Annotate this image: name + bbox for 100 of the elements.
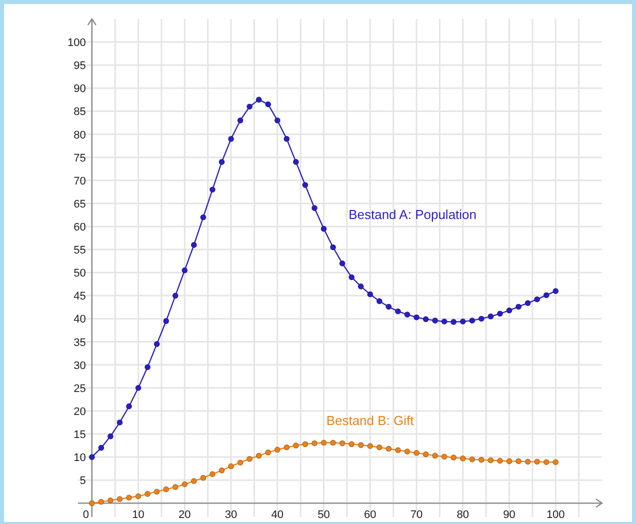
point — [293, 159, 299, 165]
point — [256, 96, 262, 103]
point — [274, 446, 280, 453]
series-label: Bestand A: Population — [348, 207, 477, 222]
point — [237, 118, 244, 124]
point — [256, 452, 262, 459]
point — [432, 318, 438, 324]
point — [478, 316, 484, 322]
x-tick-label: 70 — [410, 509, 423, 522]
x-tick-label: 0 — [82, 509, 89, 522]
y-tick-label: 85 — [74, 106, 86, 118]
point — [524, 300, 531, 306]
point — [339, 440, 346, 446]
point — [404, 448, 410, 454]
point — [237, 460, 244, 466]
point — [154, 341, 160, 347]
point — [460, 456, 466, 462]
point — [284, 444, 290, 450]
point — [218, 159, 225, 165]
y-tick-label: 65 — [74, 198, 86, 210]
point — [478, 456, 484, 463]
point — [339, 260, 346, 266]
point — [200, 214, 206, 220]
x-tick-label: 10 — [132, 509, 144, 522]
y-tick-label: 80 — [74, 129, 86, 142]
point — [348, 441, 354, 448]
point — [191, 478, 197, 484]
point — [552, 459, 559, 466]
point — [200, 474, 206, 481]
y-tick-label: 15 — [74, 429, 86, 441]
y-tick-label: 75 — [74, 152, 86, 164]
point — [108, 498, 114, 504]
point — [265, 101, 272, 108]
point — [488, 314, 494, 320]
y-tick-label: 30 — [74, 360, 86, 372]
point — [422, 316, 429, 322]
point — [312, 205, 318, 211]
point — [441, 454, 448, 460]
point — [376, 444, 382, 450]
y-tick-label: 20 — [74, 406, 86, 418]
point — [246, 104, 252, 110]
y-tick-label: 70 — [74, 175, 86, 188]
point — [534, 296, 540, 302]
y-tick-label: 55 — [74, 244, 86, 257]
point — [116, 420, 123, 426]
point — [414, 314, 420, 320]
point — [469, 456, 476, 462]
point — [422, 451, 429, 458]
x-tick-label: 30 — [224, 509, 238, 522]
point — [524, 458, 531, 465]
y-tick-label: 95 — [74, 60, 86, 72]
point — [506, 308, 512, 314]
point — [404, 312, 410, 318]
point — [516, 304, 522, 310]
point — [358, 284, 364, 290]
y-tick-label: 50 — [74, 268, 86, 280]
y-tick-label: 60 — [74, 222, 86, 234]
point — [126, 403, 132, 410]
x-tick-label: 60 — [364, 509, 376, 522]
y-tick-label: 25 — [74, 382, 86, 395]
point — [414, 450, 420, 456]
y-tick-label: 35 — [74, 336, 86, 349]
x-tick-label: 40 — [271, 509, 284, 522]
point — [144, 491, 150, 497]
point — [182, 481, 188, 488]
point — [191, 242, 197, 248]
point — [552, 288, 559, 294]
point — [98, 498, 104, 505]
y-tick-label: 100 — [68, 37, 86, 50]
point — [488, 457, 494, 464]
point — [144, 364, 150, 370]
point — [534, 458, 540, 465]
point — [218, 468, 225, 474]
point — [163, 318, 170, 324]
point — [358, 442, 364, 448]
y-tick-label: 45 — [74, 290, 86, 303]
point — [386, 304, 392, 310]
point — [330, 440, 336, 446]
point — [450, 454, 457, 460]
point — [386, 446, 392, 452]
point — [182, 267, 188, 274]
point — [320, 226, 327, 232]
point — [89, 454, 95, 460]
point — [246, 456, 252, 462]
point — [432, 452, 438, 459]
point — [367, 443, 374, 449]
point — [284, 136, 290, 142]
point — [497, 458, 503, 464]
point — [135, 384, 142, 391]
point — [441, 318, 448, 324]
point — [210, 471, 216, 478]
point — [210, 186, 216, 193]
y-tick-label: 40 — [74, 314, 86, 326]
point — [154, 488, 160, 495]
point — [274, 118, 280, 124]
point — [265, 450, 272, 456]
point — [376, 298, 382, 304]
point — [89, 500, 95, 506]
x-tick-label: 80 — [456, 509, 470, 522]
point — [395, 308, 401, 314]
